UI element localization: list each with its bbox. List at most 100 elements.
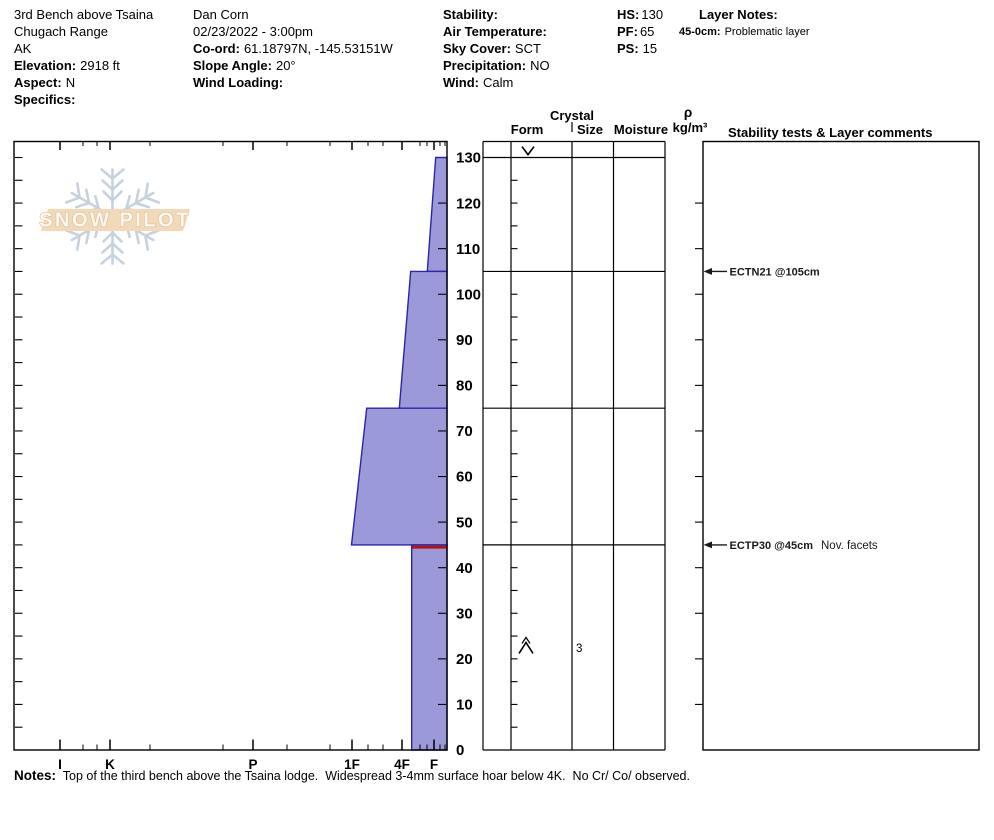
site-state-text: AK [14, 41, 32, 56]
precipitation: Precipitation: NO [443, 58, 550, 73]
site-range: Chugach Range [14, 24, 108, 39]
layer-note-text: Problematic layer [724, 26, 810, 38]
coordinates: Co-ord: 61.18797N, -145.53151W [193, 41, 393, 56]
hardness-tick-label: P [248, 757, 257, 772]
ps-stat: PS: 15 [617, 41, 657, 56]
depth-ticks [15, 156, 446, 728]
stability-test-label: ECTN21 @105cm [730, 266, 820, 278]
snow-layer [411, 544, 448, 751]
comments-header: Stability tests & Layer comments [728, 125, 932, 140]
hardness-tick-label: 4F [394, 757, 410, 772]
slope-angle-label: Slope Angle: [193, 58, 272, 73]
coord-value: 61.18797N, -145.53151W [243, 41, 393, 56]
hardness-tick-label: I [58, 757, 62, 772]
depth-label: 100 [456, 286, 481, 303]
air-temp-label: Air Temperature: [443, 24, 547, 39]
sky-cover: Sky Cover: SCT [443, 41, 541, 56]
wind: Wind: Calm [443, 75, 513, 90]
hardness-tick-label: F [430, 757, 438, 772]
wind-label: Wind: [443, 75, 479, 90]
layer-note-item: 45-0cm: Problematic layer [679, 25, 810, 40]
stability-tests: ECTN21 @105cm ECTP30 @45cm Nov. facets [703, 266, 878, 552]
layer-notes-title-text: Layer Notes: [699, 7, 778, 22]
depth-labels: 0 10 20 30 40 50 60 70 80 90 100 110 120 130 [456, 150, 481, 760]
notes-text: Top of the third bench above the Tsaina … [62, 769, 690, 783]
depth-label: 0 [456, 742, 464, 759]
snow-layer [350, 407, 448, 546]
stability-test-label: ECTP30 @45cm Nov. facets [730, 540, 878, 552]
density-units-header: kg/m³ [673, 120, 708, 135]
form-header: Form [511, 122, 544, 137]
stability: Stability: [443, 7, 502, 22]
logo-banner [41, 209, 190, 231]
grain-size-value: 3 [576, 643, 582, 655]
observer-name: Dan Corn [193, 7, 249, 22]
layer-notes-title: Layer Notes: [699, 7, 778, 22]
column-headers: Crystal Form Size Moisture ρkg/m³ Stability t… [511, 105, 933, 140]
site-name: 3rd Bench above Tsaina [14, 7, 153, 22]
pit-notes: Notes: Top of the third bench above the … [14, 768, 690, 783]
grain-symbols: 3 [518, 146, 582, 655]
depth-label: 60 [456, 469, 473, 486]
layer-grid [482, 122, 980, 751]
coord-label: Co-ord: [193, 41, 240, 56]
test-arrow [703, 541, 712, 549]
site-aspect: Aspect: N [14, 75, 75, 90]
hardness-tick-label: 1F [344, 757, 360, 772]
datetime-text: 02/23/2022 - 3:00pm [193, 24, 313, 39]
depth-label: 30 [456, 605, 473, 622]
site-name-text: 3rd Bench above Tsaina [14, 7, 154, 22]
size-header: Size [577, 122, 603, 137]
ps-value: 15 [642, 41, 658, 56]
sky-cover-value: SCT [514, 41, 541, 56]
depth-label: 90 [456, 332, 473, 349]
crystal-header: Crystal [550, 108, 594, 123]
stability-label: Stability: [443, 7, 498, 22]
snowpilot-watermark: SNOW PILOT [39, 168, 191, 265]
depth-label: 40 [456, 560, 473, 577]
density-rho-header: ρ [684, 105, 692, 120]
site-range-text: Chugach Range [14, 24, 108, 39]
profile-frame [13, 140, 448, 751]
height-of-snow: HS: 130 [617, 7, 663, 22]
sky-cover-label: Sky Cover: [443, 41, 511, 56]
aspect-value: N [65, 75, 76, 90]
elevation-label: Elevation: [14, 58, 77, 73]
depth-label: 120 [456, 195, 481, 212]
wind-value: Calm [482, 75, 514, 90]
precipitation-label: Precipitation: [443, 58, 527, 73]
aspect-label: Aspect: [14, 75, 62, 90]
hardness-axis: I K P 1F 4F F [58, 141, 446, 772]
surface-hoar-symbol [521, 146, 535, 156]
comments-panel [702, 140, 980, 751]
hs-value: 130 [641, 7, 664, 22]
depth-label: 20 [456, 651, 473, 668]
depth-label: 80 [456, 378, 473, 395]
hardness-tick-label: K [105, 757, 115, 772]
observer-name-text: Dan Corn [193, 7, 249, 22]
notes-label: Notes: [14, 768, 57, 783]
observation-datetime: 02/23/2022 - 3:00pm [193, 24, 313, 39]
precipitation-value: NO [530, 58, 550, 73]
test-arrow [703, 268, 712, 275]
depth-label: 110 [456, 241, 480, 258]
pit-foot-depth: PF: 65 [617, 24, 654, 39]
elevation-value: 2918 ft [80, 58, 120, 73]
logo-text: SNOW PILOT [39, 210, 191, 232]
specifics-label: Specifics: [14, 92, 76, 107]
moisture-header: Moisture [614, 122, 668, 137]
pf-value: 65 [639, 24, 655, 39]
hs-label: HS: [617, 7, 640, 22]
snow-layer [426, 156, 448, 273]
site-specifics: Specifics: [14, 92, 79, 107]
site-elevation: Elevation: 2918 ft [14, 58, 120, 73]
slope-angle: Slope Angle: 20° [193, 58, 296, 73]
depth-label: 130 [456, 150, 481, 167]
wind-loading-label: Wind Loading: [193, 75, 284, 90]
layer-note-range: 45-0cm: [679, 26, 721, 38]
depth-hoar-symbol [518, 636, 534, 654]
slope-angle-value: 20° [275, 58, 296, 73]
depth-label: 10 [456, 697, 473, 714]
